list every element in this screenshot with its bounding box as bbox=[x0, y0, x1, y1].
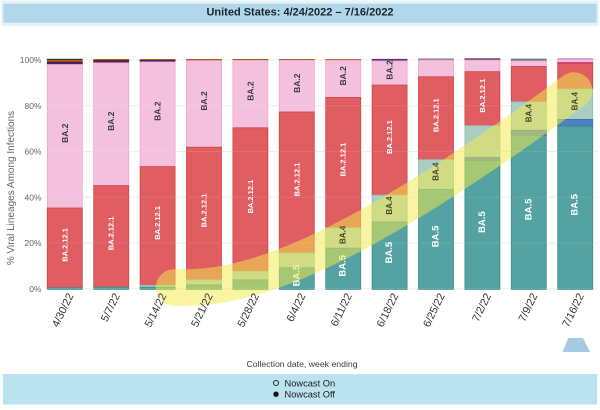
svg-text:BA.2.12.1: BA.2.12.1 bbox=[153, 206, 162, 240]
svg-text:Collection date, week ending: Collection date, week ending bbox=[246, 359, 357, 369]
svg-text:BA.2: BA.2 bbox=[60, 123, 70, 143]
svg-text:BA.2.12.1: BA.2.12.1 bbox=[385, 120, 394, 154]
svg-text:BA.2: BA.2 bbox=[385, 60, 395, 80]
svg-text:BA.2.12.1: BA.2.12.1 bbox=[200, 194, 209, 228]
svg-text:BA.2.12.1: BA.2.12.1 bbox=[107, 217, 116, 251]
svg-text:40%: 40% bbox=[24, 192, 41, 202]
svg-text:Nowcast On: Nowcast On bbox=[285, 378, 336, 388]
svg-text:BA.2.12.1: BA.2.12.1 bbox=[478, 79, 487, 113]
svg-text:BA.5: BA.5 bbox=[384, 241, 395, 263]
svg-text:BA.4: BA.4 bbox=[571, 92, 580, 111]
svg-text:BA.5: BA.5 bbox=[570, 193, 581, 215]
svg-text:BA.2.12.1: BA.2.12.1 bbox=[432, 98, 441, 132]
svg-text:BA.4: BA.4 bbox=[432, 162, 441, 181]
svg-text:BA.4: BA.4 bbox=[385, 196, 394, 215]
svg-text:BA.2: BA.2 bbox=[292, 73, 302, 93]
svg-text:BA.2: BA.2 bbox=[338, 66, 348, 86]
svg-text:BA.5: BA.5 bbox=[338, 254, 349, 276]
svg-text:60%: 60% bbox=[24, 147, 41, 157]
svg-text:BA.2.12.1: BA.2.12.1 bbox=[246, 180, 255, 214]
svg-text:BA.2.12.1: BA.2.12.1 bbox=[339, 143, 348, 177]
svg-text:BA.2: BA.2 bbox=[199, 91, 209, 111]
svg-text:BA.2.12.1: BA.2.12.1 bbox=[60, 228, 69, 262]
svg-text:BA.5: BA.5 bbox=[477, 210, 488, 232]
svg-text:% Viral Lineages Among Infecti: % Viral Lineages Among Infections bbox=[6, 111, 17, 265]
svg-text:BA.4: BA.4 bbox=[524, 103, 533, 122]
svg-text:BA.4: BA.4 bbox=[339, 225, 348, 244]
svg-text:United States: 4/24/2022 – 7/1: United States: 4/24/2022 – 7/16/2022 bbox=[206, 7, 393, 19]
svg-text:BA.2: BA.2 bbox=[245, 81, 255, 101]
svg-text:80%: 80% bbox=[24, 101, 41, 111]
svg-text:BA.2.12.1: BA.2.12.1 bbox=[292, 163, 301, 197]
svg-text:0%: 0% bbox=[29, 284, 42, 294]
svg-text:100%: 100% bbox=[20, 55, 42, 65]
svg-text:BA.2: BA.2 bbox=[153, 101, 163, 121]
svg-text:BA.5: BA.5 bbox=[523, 198, 534, 220]
svg-text:BA.5: BA.5 bbox=[431, 225, 442, 247]
svg-text:20%: 20% bbox=[24, 238, 41, 248]
svg-text:BA.2: BA.2 bbox=[106, 111, 116, 131]
svg-text:Nowcast Off: Nowcast Off bbox=[285, 390, 336, 400]
